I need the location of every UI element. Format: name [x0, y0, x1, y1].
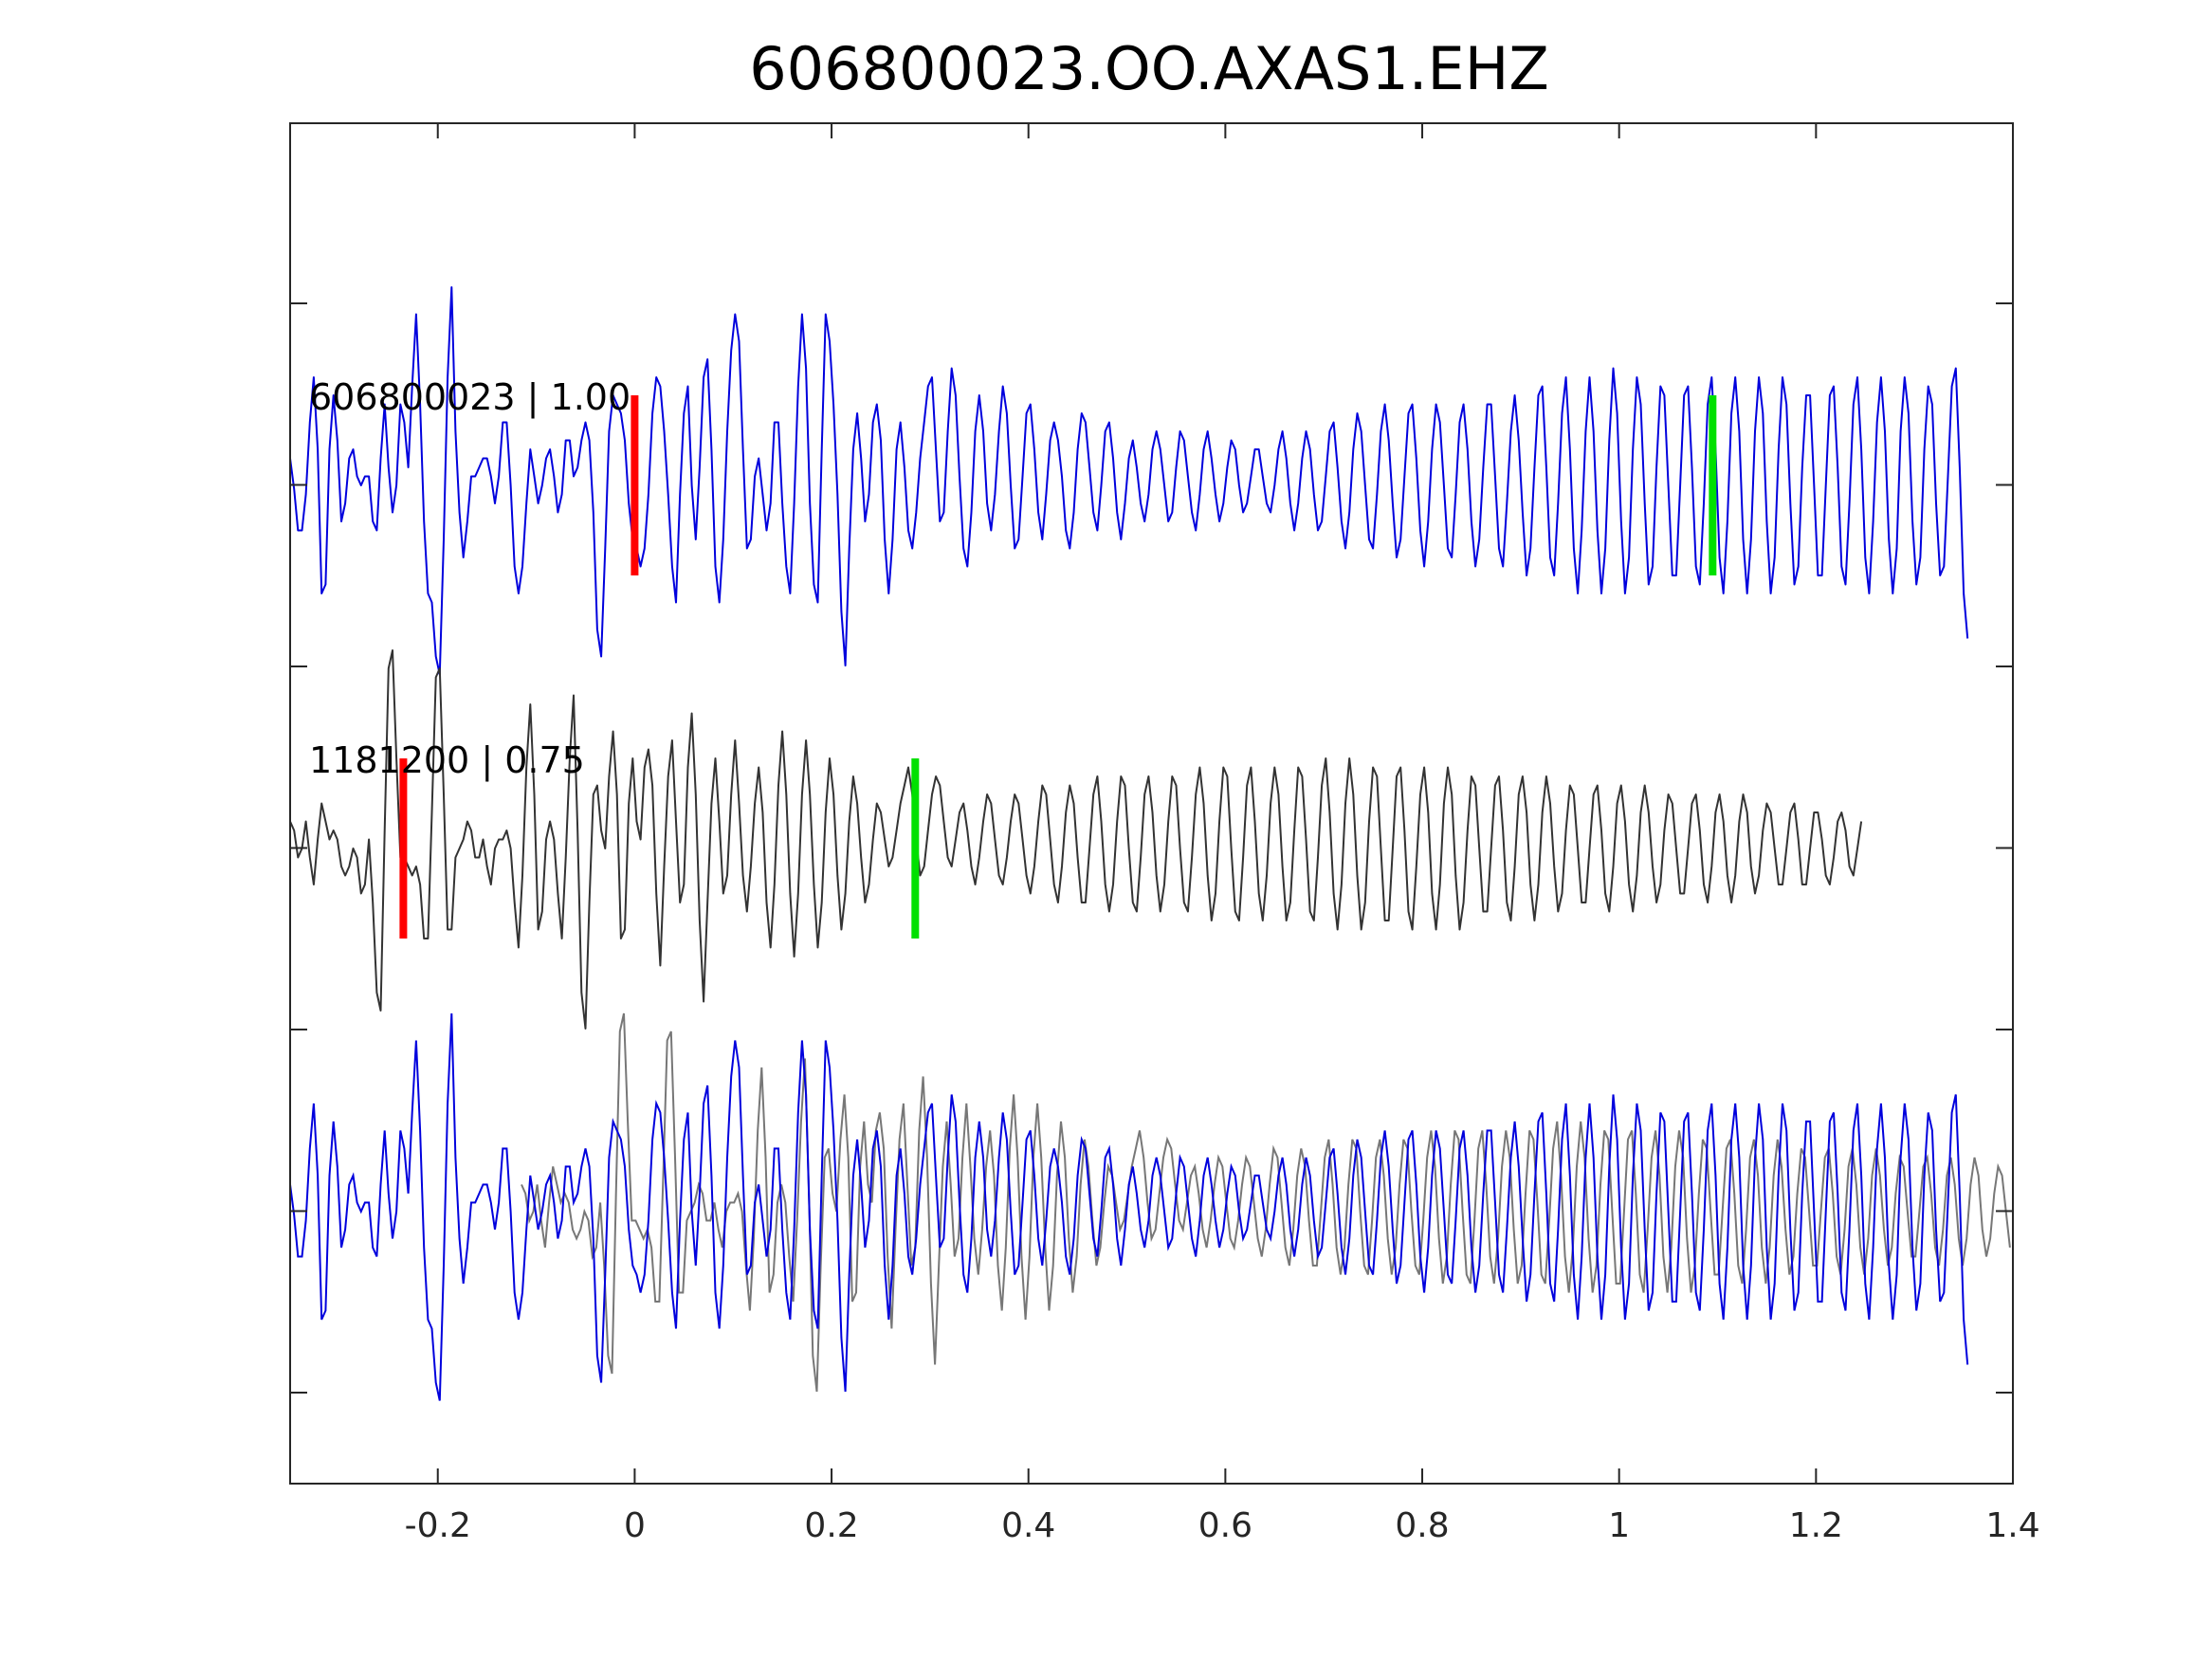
overlay-shifted-trace	[521, 1012, 2011, 1393]
axis-ticks: -0.2 0 0.2 0.4 0.6 0.8 1 1.2 1.4	[290, 123, 2040, 1545]
x-tick-label-8: 1.4	[1985, 1506, 2039, 1545]
chart-title: 606800023.OO.AXAS1.EHZ	[749, 34, 1549, 103]
trace-label-0: 606800023 | 1.00	[309, 376, 631, 419]
x-tick-label-5: 0.8	[1395, 1506, 1449, 1545]
x-tick-label-3: 0.4	[1001, 1506, 1055, 1545]
plot-frame	[289, 122, 2014, 1485]
picks-layer	[399, 395, 1717, 939]
trace-labels-layer: 606800023 | 1.00 1181200 | 0.75	[309, 376, 631, 782]
x-tick-label-4: 0.6	[1198, 1506, 1252, 1545]
trace-label-1: 1181200 | 0.75	[309, 739, 585, 782]
overlay-reference-trace	[289, 1012, 1969, 1401]
x-tick-label-0: -0.2	[405, 1506, 471, 1545]
traces-layer	[289, 286, 2011, 1401]
x-tick-label-7: 1.2	[1789, 1506, 1843, 1545]
x-tick-label-6: 1	[1608, 1506, 1630, 1545]
x-tick-label-2: 0.2	[804, 1506, 858, 1545]
trace-line-0	[289, 286, 1969, 676]
trace-line-1	[289, 649, 1863, 1030]
x-tick-label-1: 0	[624, 1506, 646, 1545]
